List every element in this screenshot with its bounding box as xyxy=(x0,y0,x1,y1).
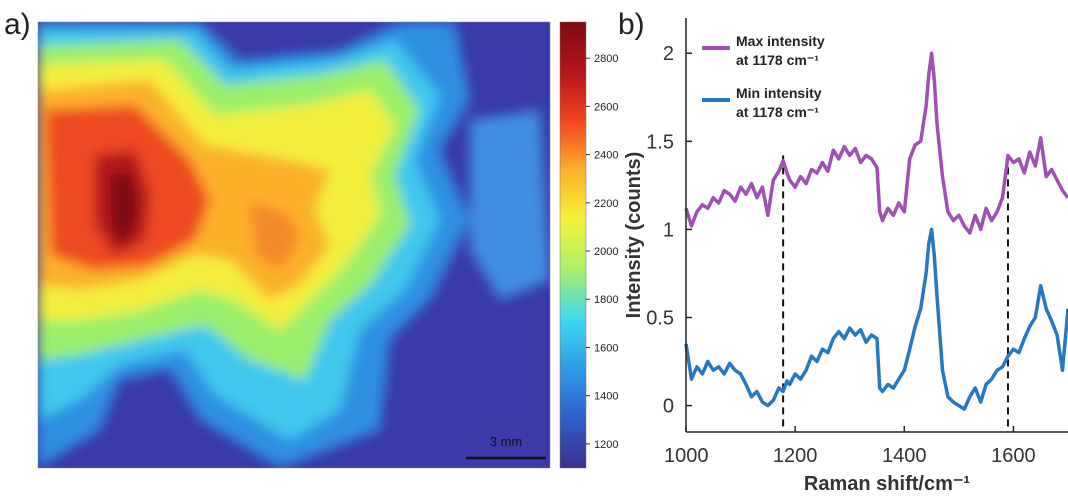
legend-label-line1: Min intensity xyxy=(736,85,822,101)
colorbar-tick-label: 2200 xyxy=(594,198,618,210)
colorbar-tick-label: 2800 xyxy=(594,53,618,65)
legend-label-line2: at 1178 cm⁻¹ xyxy=(736,104,819,120)
legend-label-line1: Max intensity xyxy=(736,33,825,49)
heatmap-image xyxy=(38,22,550,468)
colorbar-tick-label: 2600 xyxy=(594,101,618,113)
colorbar-tick-label: 1400 xyxy=(594,391,618,403)
x-tick-label: 1000 xyxy=(664,445,709,467)
x-axis-label: Raman shift/cm⁻¹ xyxy=(804,473,970,495)
y-tick-label: 0.5 xyxy=(646,307,674,329)
heatmap-contours xyxy=(38,22,550,468)
colorbar-tick-label: 2400 xyxy=(594,150,618,162)
legend: Max intensity at 1178 cm⁻¹ Min intensity at… xyxy=(702,33,825,120)
panel-a-label: a) xyxy=(4,8,31,41)
series-line-min xyxy=(684,227,1068,411)
y-tick-label: 1 xyxy=(663,219,674,241)
y-axis-label: Intensity (counts) xyxy=(623,152,645,319)
legend-label-line2: at 1178 cm⁻¹ xyxy=(736,52,819,68)
colorbar-tick-label: 2000 xyxy=(594,246,618,258)
x-tick-label: 1600 xyxy=(991,445,1036,467)
panel-b-label: b) xyxy=(618,8,645,41)
reference-lines xyxy=(782,155,1009,432)
x-tick-label: 1200 xyxy=(773,445,818,467)
colorbar-tick-label: 1800 xyxy=(594,294,618,306)
y-tick-label: 0 xyxy=(663,396,674,418)
scale-bar-label: 3 mm xyxy=(490,434,523,449)
colorbar-tick-label: 1600 xyxy=(594,342,618,354)
line-chart: 0 0.5 1 1.5 2 1000 1200 1400 1600 Max intensity a… xyxy=(623,18,1068,495)
series-lines xyxy=(684,51,1068,411)
colorbar-ticks: 1200 1400 1600 1800 2000 2200 2400 2600 2800 xyxy=(586,53,618,451)
y-tick-label: 1.5 xyxy=(646,131,674,153)
x-tick-label: 1400 xyxy=(882,445,927,467)
y-tick-label: 2 xyxy=(663,43,674,65)
series-line-max xyxy=(684,51,1068,235)
colorbar-tick-label: 1200 xyxy=(594,439,618,451)
axes: 0 0.5 1 1.5 2 1000 1200 1400 1600 xyxy=(646,18,1068,467)
colorbar xyxy=(559,21,587,469)
